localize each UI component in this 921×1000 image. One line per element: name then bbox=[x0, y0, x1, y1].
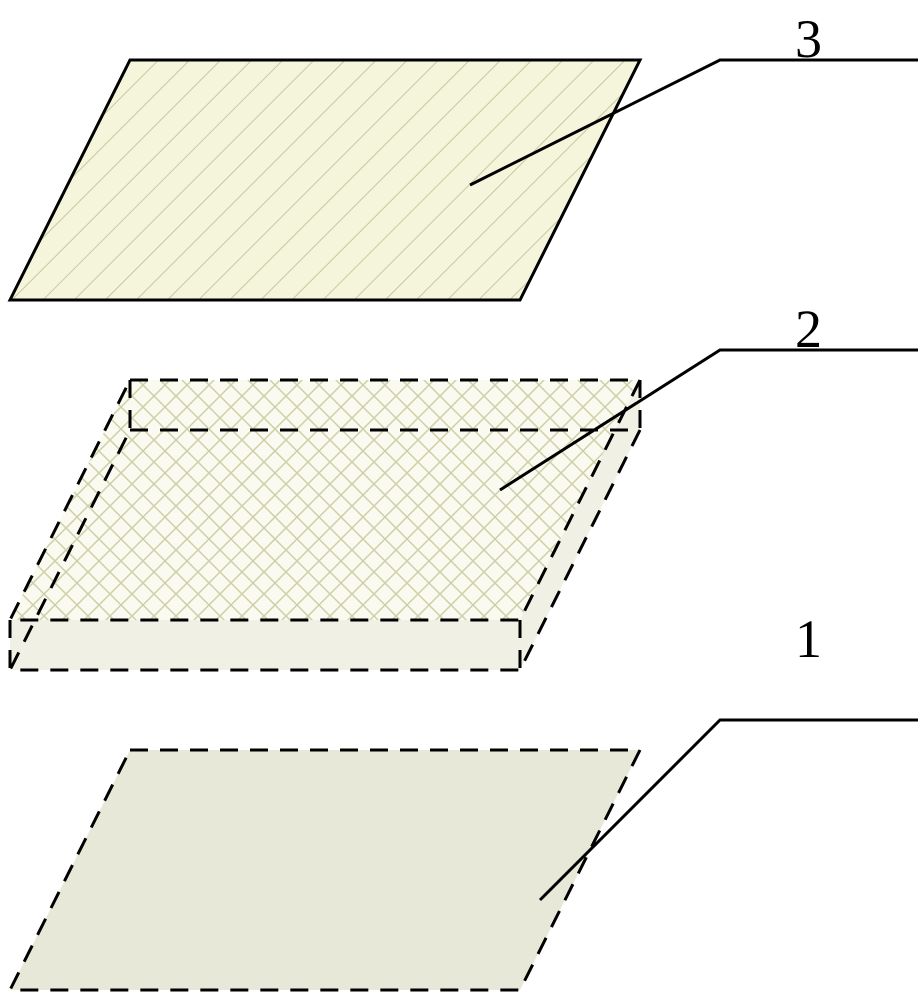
label-1: 1 bbox=[795, 608, 822, 670]
layer-3-plane bbox=[10, 60, 640, 300]
layer-1 bbox=[10, 750, 640, 990]
label-2: 2 bbox=[795, 298, 822, 360]
layer-2-left-side bbox=[10, 620, 520, 670]
layer-3 bbox=[10, 60, 640, 300]
layer-1-plane bbox=[10, 750, 640, 990]
label-3: 3 bbox=[795, 8, 822, 70]
layer-2 bbox=[10, 380, 640, 670]
diagram-svg bbox=[0, 0, 921, 1000]
